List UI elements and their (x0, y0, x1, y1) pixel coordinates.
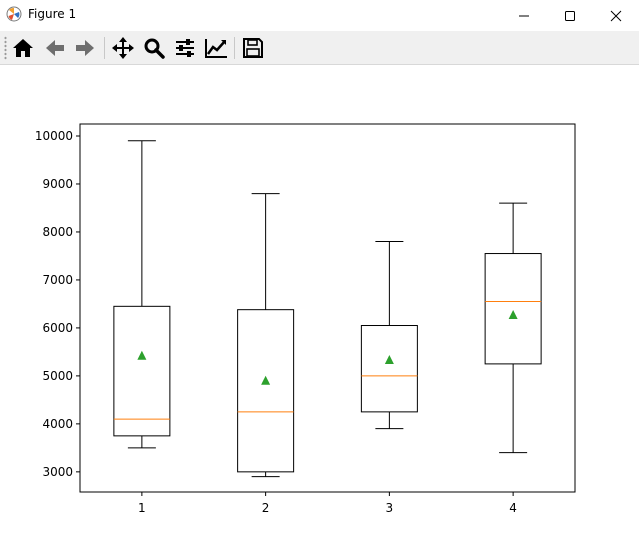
y-tick-label: 5000 (42, 369, 73, 383)
box (113, 305, 171, 437)
minimize-button[interactable] (501, 0, 547, 31)
title-bar: Figure 1 (0, 0, 639, 31)
axes-frame (79, 123, 576, 493)
forward-button[interactable] (72, 35, 98, 61)
maximize-icon (565, 10, 575, 21)
back-button[interactable] (42, 35, 68, 61)
matplotlib-app-icon (6, 6, 22, 22)
x-tick-label: 1 (138, 501, 146, 515)
y-tick-label: 4000 (42, 417, 73, 431)
y-tick-label: 6000 (42, 321, 73, 335)
configure-subplots-icon (176, 39, 194, 57)
forward-arrow-icon (76, 40, 94, 56)
home-button[interactable] (10, 35, 36, 61)
zoom-icon (144, 38, 165, 59)
pan-icon (112, 37, 134, 59)
x-tick-label: 4 (509, 501, 517, 515)
mean-marker (137, 350, 147, 360)
boxplot-chart: 3000 4000 5000 6000 7000 8000 9000 10000 1 2 3 4 (35, 123, 576, 515)
back-arrow-icon (46, 40, 64, 56)
minimize-icon (519, 15, 529, 16)
box (484, 253, 542, 365)
home-icon (13, 39, 33, 57)
edit-axis-button[interactable] (203, 35, 229, 61)
mean-marker (261, 375, 271, 385)
mean-marker (384, 355, 394, 365)
y-tick-label: 7000 (42, 273, 73, 287)
save-icon (243, 38, 263, 58)
mean-marker (508, 309, 518, 319)
x-tick-label: 3 (386, 501, 394, 515)
box (237, 309, 295, 473)
close-icon (610, 10, 622, 21)
save-button[interactable] (240, 35, 266, 61)
figure-canvas[interactable]: 3000 4000 5000 6000 7000 8000 9000 10000 1 2 3 4 (0, 65, 639, 546)
configure-subplots-button[interactable] (172, 35, 198, 61)
window-title: Figure 1 (28, 7, 77, 21)
y-tick-label: 10000 (35, 129, 73, 143)
toolbar-separator (234, 37, 235, 59)
toolbar-separator (104, 37, 105, 59)
zoom-button[interactable] (141, 35, 167, 61)
toolbar-grip (4, 36, 7, 60)
y-tick-label: 8000 (42, 225, 73, 239)
close-button[interactable] (593, 0, 639, 31)
edit-axis-icon (205, 39, 227, 58)
y-tick-label: 3000 (42, 465, 73, 479)
y-tick-label: 9000 (42, 177, 73, 191)
navigation-toolbar (0, 31, 639, 65)
maximize-button[interactable] (547, 0, 593, 31)
pan-button[interactable] (110, 35, 136, 61)
box (360, 325, 418, 413)
x-tick-label: 2 (262, 501, 270, 515)
